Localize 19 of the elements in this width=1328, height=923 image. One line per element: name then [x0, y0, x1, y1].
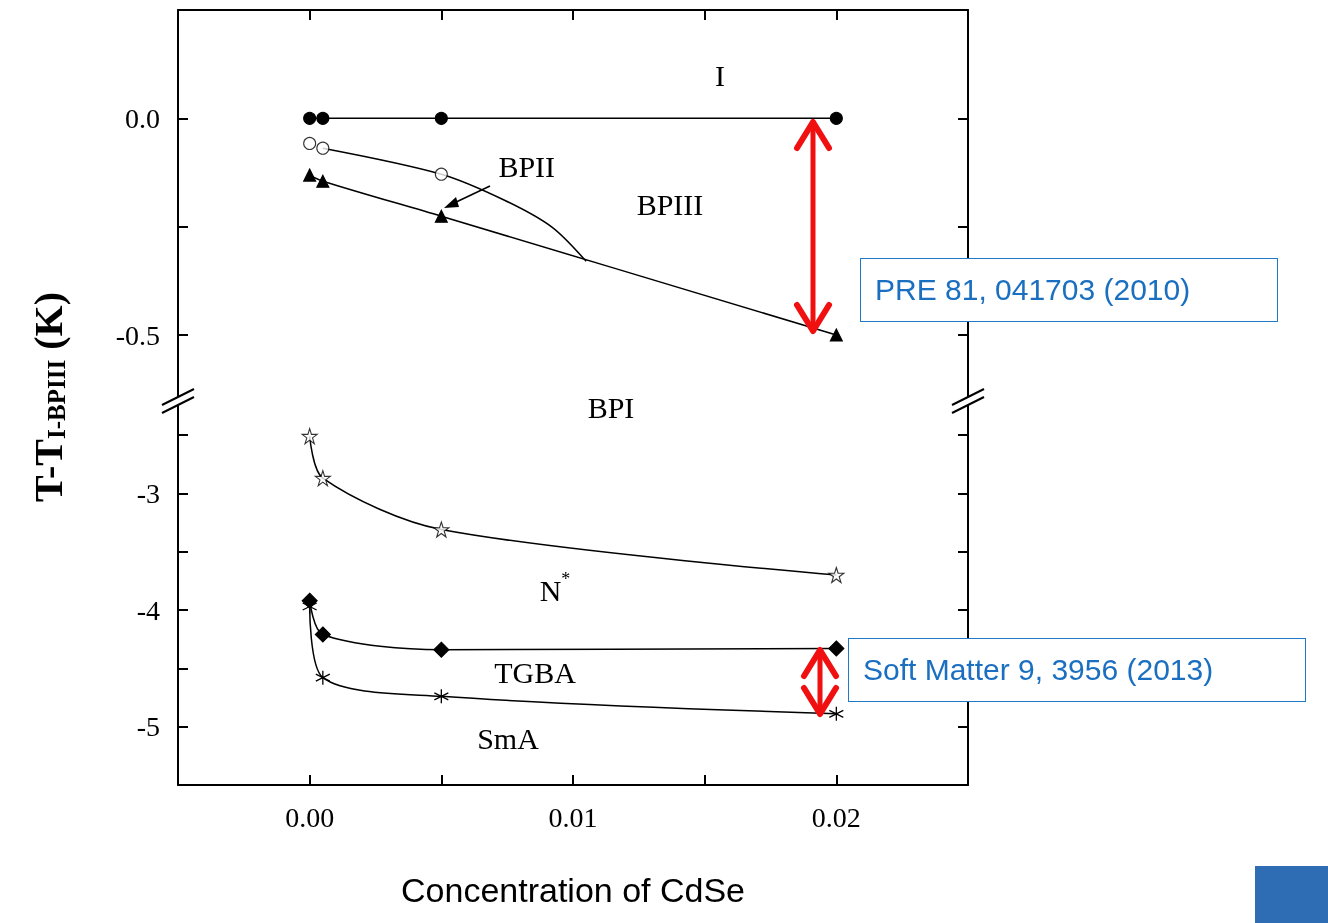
y-tick-label: 0.0	[125, 102, 160, 134]
x-tick-label: 0.02	[811, 801, 861, 833]
citation-box: Soft Matter 9, 3956 (2013)	[848, 638, 1306, 702]
citation-box: PRE 81, 041703 (2010)	[860, 258, 1278, 322]
annotation: I	[715, 58, 725, 92]
y-tick-label: -3	[136, 477, 160, 509]
annotation: BPI	[587, 390, 635, 424]
annotation: BPIII	[636, 187, 704, 221]
y-axis-title: T-TI-BPIII (K)	[25, 292, 71, 502]
x-axis-title: Concentration of CdSe	[401, 871, 745, 909]
annotation: SmA	[477, 721, 540, 755]
y-tick-label: -5	[136, 711, 160, 743]
x-tick-label: 0.01	[548, 801, 598, 833]
y-tick-label: -4	[136, 594, 160, 626]
annotation: N*	[539, 569, 571, 607]
annotation: TGBA	[494, 655, 577, 689]
annotation: BPII	[498, 150, 556, 184]
y-tick-label: -0.5	[115, 319, 160, 351]
x-tick-label: 0.00	[285, 801, 335, 833]
